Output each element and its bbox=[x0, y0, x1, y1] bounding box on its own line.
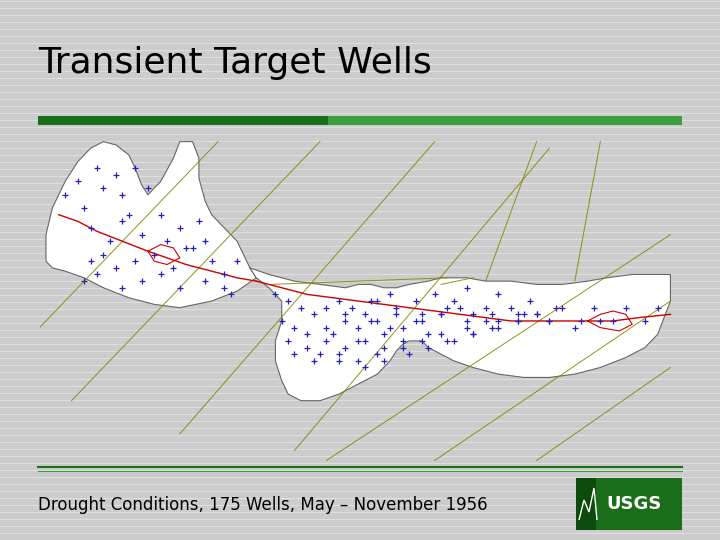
Bar bbox=[576, 478, 682, 530]
Polygon shape bbox=[250, 268, 670, 401]
Bar bbox=[576, 478, 596, 530]
Bar bbox=[38, 116, 328, 125]
Text: Transient Target Wells: Transient Target Wells bbox=[38, 46, 432, 80]
Polygon shape bbox=[46, 141, 256, 308]
Text: Drought Conditions, 175 Wells, May – November 1956: Drought Conditions, 175 Wells, May – Nov… bbox=[38, 496, 487, 514]
Text: USGS: USGS bbox=[606, 495, 662, 513]
Bar bbox=[328, 116, 682, 125]
